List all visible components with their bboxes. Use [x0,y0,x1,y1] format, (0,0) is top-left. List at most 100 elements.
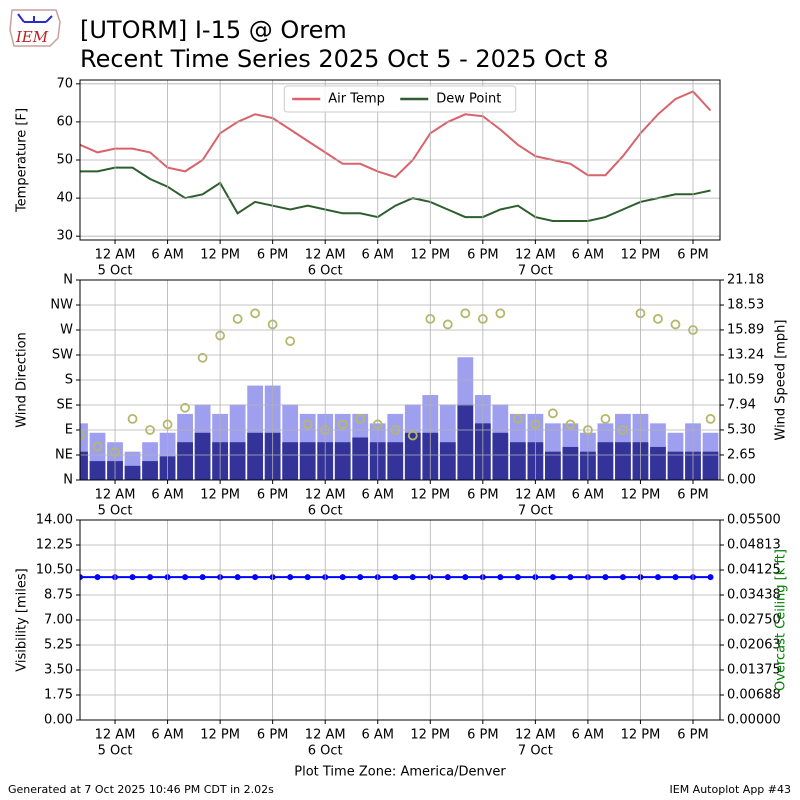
x-tick-label: 12 PM [200,248,240,263]
y2-tick-label: 7.94 [727,398,756,413]
bar [194,432,211,480]
line [80,90,712,179]
y-tick-label: 14.00 [36,513,73,528]
x-day-label: 5 Oct [98,264,133,279]
bar [509,442,526,480]
x-tick-label: 6 AM [151,488,184,503]
point [567,574,574,581]
x-tick-label: 6 PM [467,488,498,503]
x-tick-label: 12 AM [95,728,136,743]
x-day-label: 7 Oct [518,504,553,519]
subtitle: Recent Time Series 2025 Oct 5 - 2025 Oct… [80,45,609,73]
bar [387,442,404,480]
x-tick-label: 6 AM [361,248,394,263]
bar [492,432,509,480]
plot-area [80,574,714,581]
x-tick-label: 12 AM [515,248,556,263]
point [80,574,83,581]
bar [702,451,719,480]
x-tick-label: 12 PM [410,488,450,503]
logo-text: IEM [15,28,49,46]
x-tick-label: 6 PM [677,488,708,503]
legend-box [283,85,517,113]
x-tick-label: 12 PM [410,248,450,263]
y-tick-label: 40 [56,191,73,206]
y-tick-label: 3.50 [44,663,73,678]
point [392,574,399,581]
point [444,574,451,581]
y2-tick-label: 0.02063 [727,638,781,653]
frame [79,79,721,241]
footer-left: Generated at 7 Oct 2025 10:46 PM CDT in … [8,783,274,796]
bar [650,446,666,480]
y-tick-label: SW [52,348,73,363]
y2-axis-label: Overcast Ceiling [k ft] [774,549,789,691]
bar [177,442,193,480]
x-tick-label: 6 PM [257,248,288,263]
x-tick-label: 6 PM [677,248,708,263]
point [92,441,103,452]
y2-tick-label: 5.30 [727,422,756,437]
bar [352,437,369,480]
y2-tick-label: 0.04813 [727,538,781,553]
logo-lines [17,13,53,23]
point [302,419,313,430]
point [442,319,453,330]
bar [334,442,351,480]
x-tick-label: 6 PM [467,728,498,743]
x-tick-label: 12 PM [200,728,240,743]
point [197,352,208,363]
point [252,574,259,581]
y-axis-label: Wind Direction [15,332,30,428]
x-tick-label: 6 PM [677,728,708,743]
point [232,313,243,324]
y2-tick-label: 10.59 [727,373,764,388]
y2-tick-label: 0.02750 [727,613,781,628]
bar [229,442,246,480]
y-tick-label: W [60,323,73,338]
x-tick-label: 12 PM [621,728,661,743]
point [355,413,366,424]
x-tick-label: 12 AM [515,728,556,743]
point [460,308,471,319]
y-tick-label: 8.75 [44,588,73,603]
bar [299,442,316,480]
legend-label: Air Temp [328,92,385,107]
y2-tick-label: 0.05500 [727,513,781,528]
x-tick-label: 6 AM [572,728,605,743]
x-day-label: 7 Oct [518,264,553,279]
point [339,574,346,581]
point [497,574,504,581]
y-tick-label: 1.75 [44,688,73,703]
footer-right: IEM Autoplot App #43 [670,783,792,796]
panel: 12 AM 6 AM 12 PM 6 PM 12 AM 6 AM 12 PM 6 PM 12 A… [15,273,789,519]
bar [142,461,158,480]
point [129,574,136,581]
bar [545,451,561,480]
title: [UTORM] I-15 @ Orem [80,16,347,44]
point [653,313,663,324]
x-tick-label: 6 AM [151,248,184,263]
point [547,408,558,419]
y-axis-label: Temperature [F] [15,108,30,213]
x-tick-label: 6 AM [151,728,184,743]
y-tick-label: 0.00 [44,713,73,728]
bar [457,404,474,480]
x-tick-label: 6 PM [257,728,288,743]
x-day-label: 6 Oct [308,264,343,279]
y2-tick-label: 18.53 [727,298,764,313]
x-tick-label: 12 PM [621,488,661,503]
point [80,430,85,441]
x-day-label: 5 Oct [98,504,133,519]
x-tick-label: 6 AM [572,488,605,503]
legend-label: Dew Point [436,92,501,107]
x-day-label: 6 Oct [308,504,343,519]
point [462,574,469,581]
point [495,308,506,319]
bar [597,442,614,480]
bar [562,446,579,480]
y2-tick-label: 2.65 [727,447,756,462]
point [602,574,609,581]
